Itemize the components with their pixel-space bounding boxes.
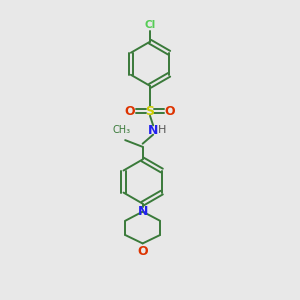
Text: Cl: Cl: [144, 20, 156, 30]
Text: S: S: [146, 105, 154, 118]
Text: O: O: [125, 105, 135, 118]
Text: CH₃: CH₃: [112, 124, 131, 135]
Text: N: N: [137, 205, 148, 218]
Text: O: O: [137, 245, 148, 258]
Text: O: O: [165, 105, 175, 118]
Text: N: N: [148, 124, 158, 136]
Text: H: H: [158, 125, 166, 135]
